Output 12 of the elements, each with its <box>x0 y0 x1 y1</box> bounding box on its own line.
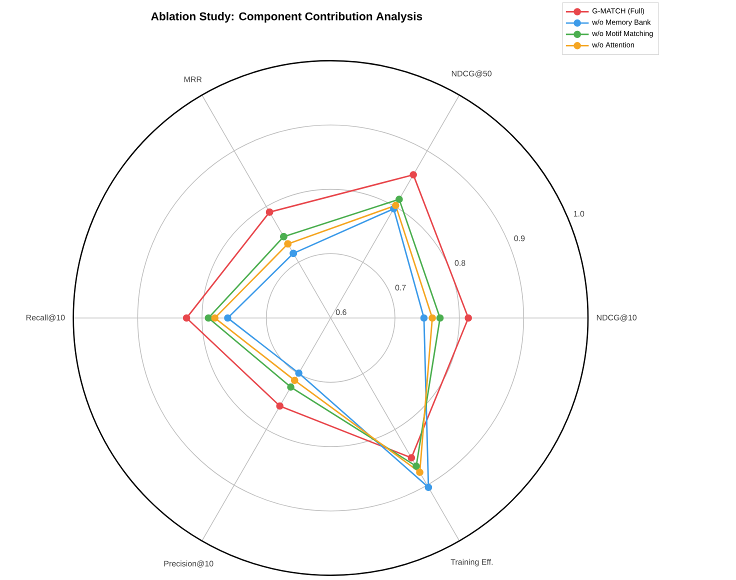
text: Ablation Study: Component Contribution Analysis <box>151 12 422 23</box>
spoke-label: Training Eff. <box>450 558 493 566</box>
y-tick-label: 0.8 <box>454 260 466 266</box>
spoke-label: NDCG@10 <box>596 314 637 322</box>
y-tick-label: 0.7 <box>395 284 406 290</box>
spoke-label: MRR <box>184 76 202 82</box>
y-tick-label: 0.6 <box>336 309 346 316</box>
spoke-label: Precision@10 <box>164 560 214 568</box>
spoke-label: NDCG@50 <box>452 70 492 78</box>
y-tick-label: 0.9 <box>514 236 525 242</box>
spoke-label: Recall@10 <box>26 314 65 322</box>
y-tick-label: 1.0 <box>574 210 584 217</box>
